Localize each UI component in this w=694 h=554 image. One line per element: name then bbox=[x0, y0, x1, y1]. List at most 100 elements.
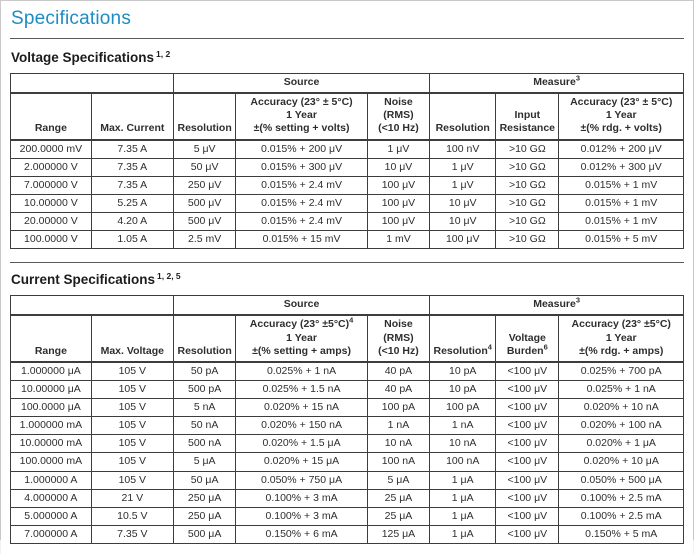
table-cell: 0.015% + 1 mV bbox=[558, 193, 684, 214]
table-cell: 105 V bbox=[90, 452, 174, 472]
group-header-row: Source Measure3 bbox=[10, 295, 684, 317]
voltage-burden-footnote: 6 bbox=[543, 342, 548, 352]
col-header-source-resolution: Resolution bbox=[172, 314, 237, 363]
source-group-header: Source bbox=[172, 73, 431, 95]
table-cell: 100 μV bbox=[366, 211, 431, 232]
table-row: 7.000000 V 7.35 A 250 μV 0.015% + 2.4 mV 100… bbox=[10, 175, 684, 195]
table-cell: 100.0000 mA bbox=[10, 452, 92, 472]
table-cell: 10 μV bbox=[429, 211, 497, 232]
table-cell: 1.000000 mA bbox=[10, 416, 92, 436]
table-cell: 0.025% + 700 pA bbox=[558, 361, 684, 381]
table-cell: 100 μV bbox=[429, 230, 497, 250]
table-cell: 5 nA bbox=[172, 397, 237, 418]
table-cell: 10 nA bbox=[429, 434, 497, 454]
table-cell: 5 μV bbox=[172, 139, 237, 159]
current-table-body: 1.000000 μA 105 V 50 pA 0.025% + 1 nA 40 pA 1… bbox=[10, 361, 684, 545]
voltage-section-title: Voltage Specifications 1, 2 bbox=[11, 48, 684, 65]
table-cell: 0.015% + 2.4 mV bbox=[235, 211, 368, 232]
table-cell: >10 GΩ bbox=[495, 175, 560, 195]
table-cell: 0.015% + 300 μV bbox=[235, 157, 368, 177]
table-cell: 0.025% + 1 nA bbox=[235, 361, 368, 381]
table-cell: 1 μA bbox=[429, 470, 497, 490]
table-cell: 250 μA bbox=[172, 488, 237, 508]
table-cell: 10 μV bbox=[429, 193, 497, 214]
table-cell: 5.25 A bbox=[90, 193, 174, 214]
group-header-spacer bbox=[10, 73, 174, 95]
table-cell: >10 GΩ bbox=[495, 139, 560, 159]
table-cell: 200.0000 mV bbox=[10, 139, 92, 159]
col-header-max-current: Max. Current bbox=[90, 92, 174, 141]
table-cell: 0.020% + 100 nA bbox=[558, 416, 684, 436]
table-cell: <100 μV bbox=[495, 488, 560, 508]
col-header-source-resolution: Resolution bbox=[172, 92, 237, 141]
col-header-range: Range bbox=[10, 92, 92, 141]
table-cell: <100 μV bbox=[495, 434, 560, 454]
table-cell: 100 nA bbox=[429, 452, 497, 472]
table-cell: <100 μV bbox=[495, 506, 560, 526]
table-cell: 1 μA bbox=[429, 488, 497, 508]
table-cell: 105 V bbox=[90, 379, 174, 400]
group-header-row: Source Measure3 bbox=[10, 73, 684, 95]
table-cell: <100 μV bbox=[495, 397, 560, 418]
table-cell: 50 pA bbox=[172, 361, 237, 381]
table-cell: 0.100% + 2.5 mA bbox=[558, 506, 684, 526]
measure-group-footnote: 3 bbox=[575, 295, 580, 305]
table-cell: 105 V bbox=[90, 397, 174, 418]
measure-group-header: Measure3 bbox=[429, 295, 684, 317]
table-cell: 500 μV bbox=[172, 193, 237, 214]
table-cell: 250 μV bbox=[172, 175, 237, 195]
table-row: 5.000000 A 10.5 V 250 μA 0.100% + 3 mA 25 μA… bbox=[10, 506, 684, 526]
table-cell: <100 μV bbox=[495, 452, 560, 472]
col-header-source-accuracy: Accuracy (23° ± 5°C) 1 Year ±(% setting … bbox=[235, 92, 368, 141]
table-cell: 0.015% + 1 mV bbox=[558, 211, 684, 232]
table-cell: 0.020% + 10 μA bbox=[558, 452, 684, 472]
table-cell: 500 nA bbox=[172, 434, 237, 454]
table-cell: 5 μA bbox=[172, 452, 237, 472]
table-cell: 0.015% + 5 mV bbox=[558, 230, 684, 250]
table-cell: 100 nV bbox=[429, 139, 497, 159]
col-header-measure-accuracy: Accuracy (23° ±5°C) 1 Year ±(% rdg. + am… bbox=[558, 314, 684, 363]
table-cell: 40 pA bbox=[366, 361, 431, 381]
table-cell: 7.35 A bbox=[90, 139, 174, 159]
table-cell: 25 μA bbox=[366, 488, 431, 508]
table-cell: 10.00000 V bbox=[10, 193, 92, 214]
table-cell: 40 pA bbox=[366, 379, 431, 400]
table-cell: >10 GΩ bbox=[495, 230, 560, 250]
table-cell: >10 GΩ bbox=[495, 157, 560, 177]
table-cell: 0.020% + 1 μA bbox=[558, 434, 684, 454]
table-cell: 10 pA bbox=[429, 361, 497, 381]
table-cell: 100.0000 μA bbox=[10, 397, 92, 418]
table-cell: 1.000000 μA bbox=[10, 361, 92, 381]
table-cell: <100 μV bbox=[495, 470, 560, 490]
table-cell: 1 μA bbox=[429, 524, 497, 545]
section-divider bbox=[10, 262, 684, 264]
measure-group-label: Measure bbox=[533, 76, 576, 88]
table-row: 1.000000 A 105 V 50 μA 0.050% + 750 μA 5 μA 1… bbox=[10, 470, 684, 490]
table-cell: 7.35 A bbox=[90, 175, 174, 195]
table-cell: 50 nA bbox=[172, 416, 237, 436]
table-cell: 1 mV bbox=[366, 230, 431, 250]
table-cell: 500 μV bbox=[172, 211, 237, 232]
table-cell: 105 V bbox=[90, 361, 174, 381]
source-group-header: Source bbox=[172, 295, 431, 317]
table-cell: 100 μV bbox=[366, 193, 431, 214]
col-header-measure-resolution: Resolution4 bbox=[429, 314, 497, 363]
column-header-row: Range Max. Voltage Resolution Accuracy (… bbox=[10, 314, 684, 363]
table-cell: 0.025% + 1.5 nA bbox=[235, 379, 368, 400]
table-cell: 50 μA bbox=[172, 470, 237, 490]
measure-group-label: Measure bbox=[533, 298, 576, 311]
table-cell: 0.012% + 300 μV bbox=[558, 157, 684, 177]
table-cell: 20.00000 V bbox=[10, 211, 92, 232]
table-cell: 10 nA bbox=[366, 434, 431, 454]
table-row: 1.000000 mA 105 V 50 nA 0.020% + 150 nA 1 nA… bbox=[10, 416, 684, 436]
section-divider bbox=[10, 38, 684, 39]
table-cell: 250 μA bbox=[172, 506, 237, 526]
table-cell: 21 V bbox=[90, 488, 174, 508]
voltage-section-footnotes: 1, 2 bbox=[156, 48, 171, 59]
table-row: 100.0000 V 1.05 A 2.5 mV 0.015% + 15 mV 1 mV… bbox=[10, 230, 684, 250]
measure-resolution-footnote: 4 bbox=[487, 342, 492, 352]
table-row: 1.000000 μA 105 V 50 pA 0.025% + 1 nA 40 pA 1… bbox=[10, 361, 684, 381]
